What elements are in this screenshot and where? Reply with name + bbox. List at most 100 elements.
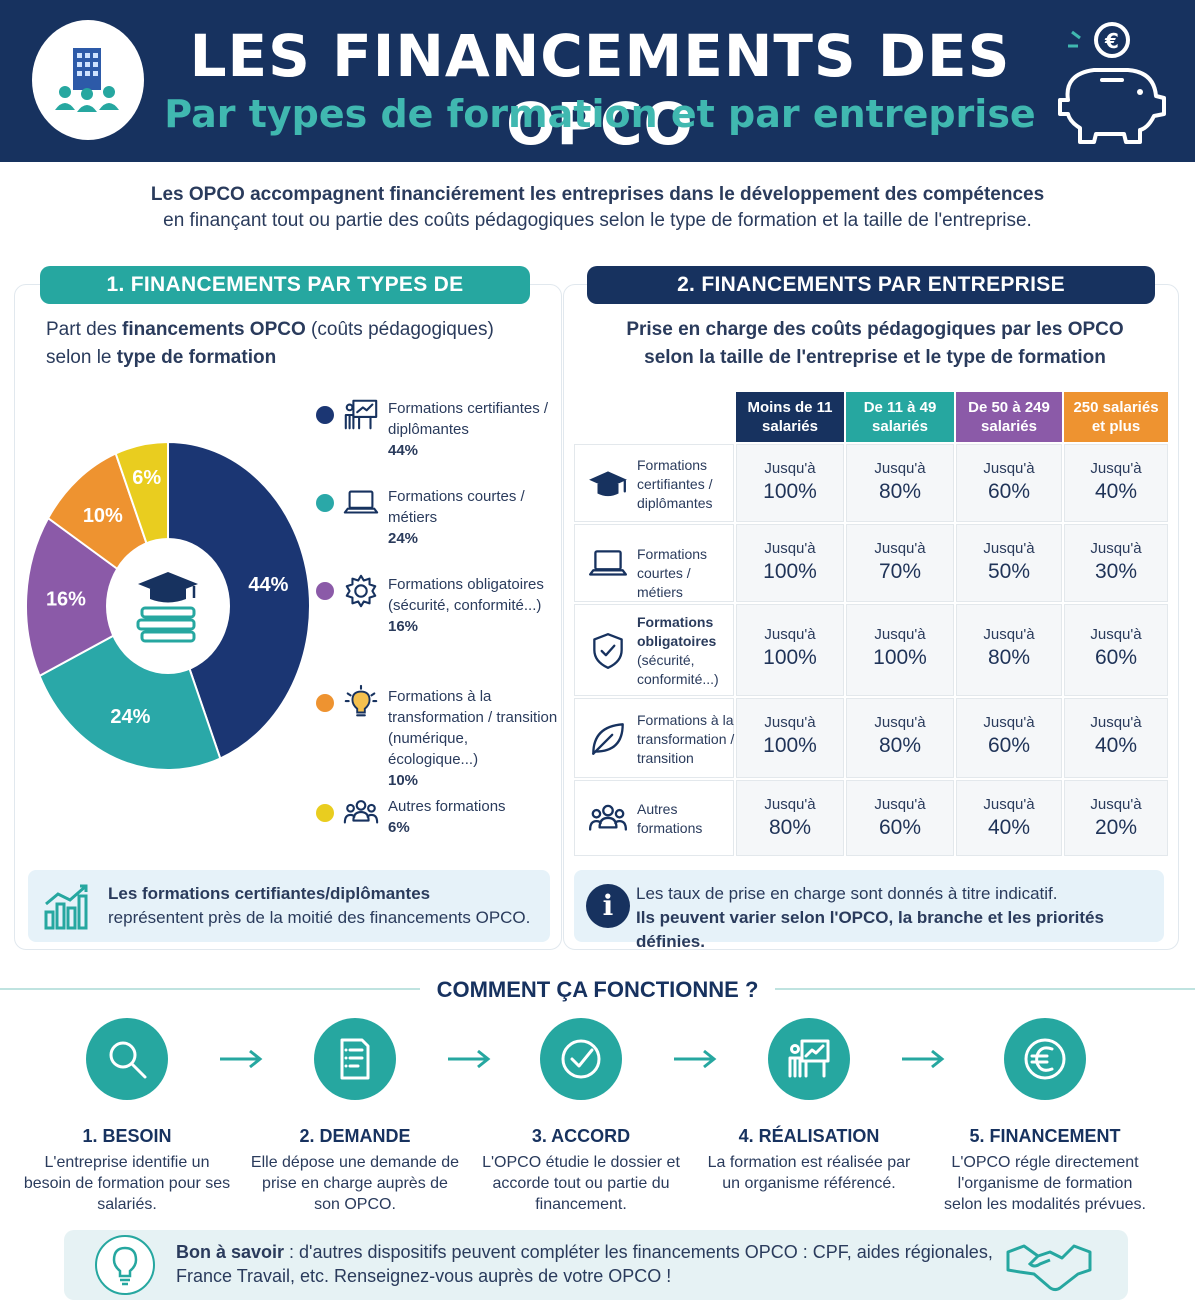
svg-text:€: € xyxy=(1104,29,1119,53)
subtitle-bold: financements OPCO xyxy=(122,319,306,340)
magnifier-icon xyxy=(109,1041,147,1079)
laptop-icon xyxy=(342,484,380,522)
legend-text: Formations courtes / métiers 24% xyxy=(388,486,558,549)
cell-prefix: Jusqu'à xyxy=(1090,626,1142,643)
note-line-2: Ils peuvent varier selon l'OPCO, la bran… xyxy=(636,908,1104,951)
table-cell: Jusqu'à 40% xyxy=(1064,698,1168,778)
handshake-icon xyxy=(1006,1244,1092,1292)
cell-value: 50% xyxy=(987,560,1031,583)
step-description: L'entreprise identifie un besoin de form… xyxy=(23,1154,231,1213)
note-line-1: Les taux de prise en charge sont donnés … xyxy=(636,884,1058,903)
legend-percent: 44% xyxy=(388,442,419,459)
step-icon-circle xyxy=(314,1018,396,1100)
legend-text: Autres formations 6% xyxy=(388,796,558,838)
lightbulb-icon xyxy=(95,1235,155,1295)
table-column-header: 250 salariés et plus xyxy=(1064,392,1168,442)
row-label: Formations certifiantes / diplômantes xyxy=(637,456,713,511)
legend-percent: 24% xyxy=(388,530,419,547)
legend-text: Formations obligatoires (sécurité, confo… xyxy=(388,574,558,637)
table-cell: Jusqu'à 60% xyxy=(956,698,1062,778)
cell-value: 80% xyxy=(878,480,922,503)
intro-line-2: en finançant tout ou partie des coûts pé… xyxy=(163,210,1032,231)
step-description: Elle dépose une demande de prise en char… xyxy=(250,1154,460,1213)
slice-label: 44% xyxy=(248,574,288,596)
legend-color-dot xyxy=(316,694,334,712)
section-2-heading: 2. FINANCEMENTS PAR ENTREPRISE xyxy=(587,266,1155,304)
lightbulb-icon xyxy=(344,684,378,717)
cell-value: 60% xyxy=(987,480,1031,503)
cell-value: 60% xyxy=(1094,646,1138,669)
table-cell: Jusqu'à 80% xyxy=(736,780,844,856)
row-header: Autres formations xyxy=(574,780,734,856)
section-1-heading: 1. FINANCEMENTS PAR TYPES DE FORMATION xyxy=(40,266,530,334)
page-header: LES FINANCEMENTS DES OPCO Par types de f… xyxy=(0,0,1195,162)
tip-box: Bon à savoir : d'autres dispositifs peuv… xyxy=(64,1230,1128,1300)
slice-label: 10% xyxy=(83,505,123,527)
presentation-board-icon xyxy=(344,399,378,430)
row-label: Formations courtes / métiers xyxy=(637,546,708,600)
section-2-note-text: Les taux de prise en charge sont donnés … xyxy=(636,882,1156,954)
row-header: Formations à la transformation / transit… xyxy=(574,698,734,778)
bar-chart-icon xyxy=(44,884,88,930)
pie-slice xyxy=(25,516,170,678)
cell-value: 30% xyxy=(1094,560,1138,583)
table-column-header: De 11 à 49 salariés xyxy=(846,392,954,442)
cell-prefix: Jusqu'à xyxy=(1090,540,1142,557)
table-cell: Jusqu'à 100% xyxy=(736,604,844,696)
cell-prefix: Jusqu'à xyxy=(1090,714,1142,731)
graduation-cap-icon xyxy=(589,471,627,497)
table-cell: Jusqu'à 40% xyxy=(956,780,1062,856)
legend-percent: 10% xyxy=(388,772,419,789)
step-icon-circle xyxy=(86,1018,168,1100)
cell-prefix: Jusqu'à xyxy=(874,460,926,477)
cell-value: 80% xyxy=(878,734,922,757)
row-label-detail: (sécurité, conformité...) xyxy=(637,652,719,687)
cell-prefix: Jusqu'à xyxy=(874,626,926,643)
cell-value: 80% xyxy=(987,646,1031,669)
cell-value: 100% xyxy=(873,646,927,669)
laptop-icon xyxy=(588,550,628,576)
euro-icon xyxy=(1024,1038,1066,1080)
step-title: 5. FINANCEMENT xyxy=(969,1126,1121,1146)
intro-line-1: Les OPCO accompagnent financiérement les… xyxy=(150,184,1045,205)
cell-prefix: Jusqu'à xyxy=(764,540,816,557)
presentation-trainer-icon xyxy=(788,1039,830,1078)
step-title: 4. RÉALISATION xyxy=(738,1126,880,1146)
step-icon-circle xyxy=(1004,1018,1086,1100)
process-step: 5. FINANCEMENT L'OPCO régle directement l… xyxy=(940,1018,1150,1215)
cell-value: 100% xyxy=(763,646,817,669)
page-title: LES FINANCEMENTS DES OPCO xyxy=(189,22,1011,158)
section-1-note: Les formations certifiantes/diplômantes … xyxy=(28,870,550,942)
row-label-bold: Formations obligatoires xyxy=(637,614,717,649)
legend-color-dot xyxy=(316,804,334,822)
subtitle-line-2: selon la taille de l'entreprise et le ty… xyxy=(644,347,1106,368)
note-text: représentent près de la moitié des finan… xyxy=(108,908,531,927)
cell-prefix: Jusqu'à xyxy=(874,714,926,731)
page-subtitle: Par types de formation et par entreprise xyxy=(164,92,1036,136)
checkmark-icon xyxy=(561,1039,601,1079)
donut-chart: 44% 24% 16% 10% 6% xyxy=(25,440,311,771)
cell-prefix: Jusqu'à xyxy=(983,714,1035,731)
cell-value: 40% xyxy=(1094,734,1138,757)
cell-value: 100% xyxy=(763,560,817,583)
table-cell: Jusqu'à 50% xyxy=(956,524,1062,602)
group-people-icon xyxy=(587,798,629,840)
laptop-icon xyxy=(343,490,379,514)
step-title: 3. ACCORD xyxy=(531,1126,631,1146)
arrow-right-icon xyxy=(448,1049,491,1069)
step-description: L'OPCO étudie le dossier et accorde tout… xyxy=(482,1154,680,1213)
table-row: Formations obligatoires (sécurité, confor… xyxy=(574,604,1170,696)
table-cell: Jusqu'à 100% xyxy=(736,698,844,778)
legend-color-dot xyxy=(316,494,334,512)
cell-value: 100% xyxy=(763,734,817,757)
cell-prefix: Jusqu'à xyxy=(983,460,1035,477)
section-2-subtitle: Prise en charge des coûts pédagogiques p… xyxy=(600,316,1150,372)
step-title: 2. DEMANDE xyxy=(299,1126,411,1146)
table-cell: Jusqu'à 30% xyxy=(1064,524,1168,602)
pie-slice xyxy=(167,440,311,760)
legend-percent: 6% xyxy=(388,819,410,836)
subtitle-text: Part des xyxy=(46,319,123,340)
gear-icon xyxy=(345,574,377,608)
table-cell: Jusqu'à 60% xyxy=(846,780,954,856)
cell-prefix: Jusqu'à xyxy=(874,796,926,813)
